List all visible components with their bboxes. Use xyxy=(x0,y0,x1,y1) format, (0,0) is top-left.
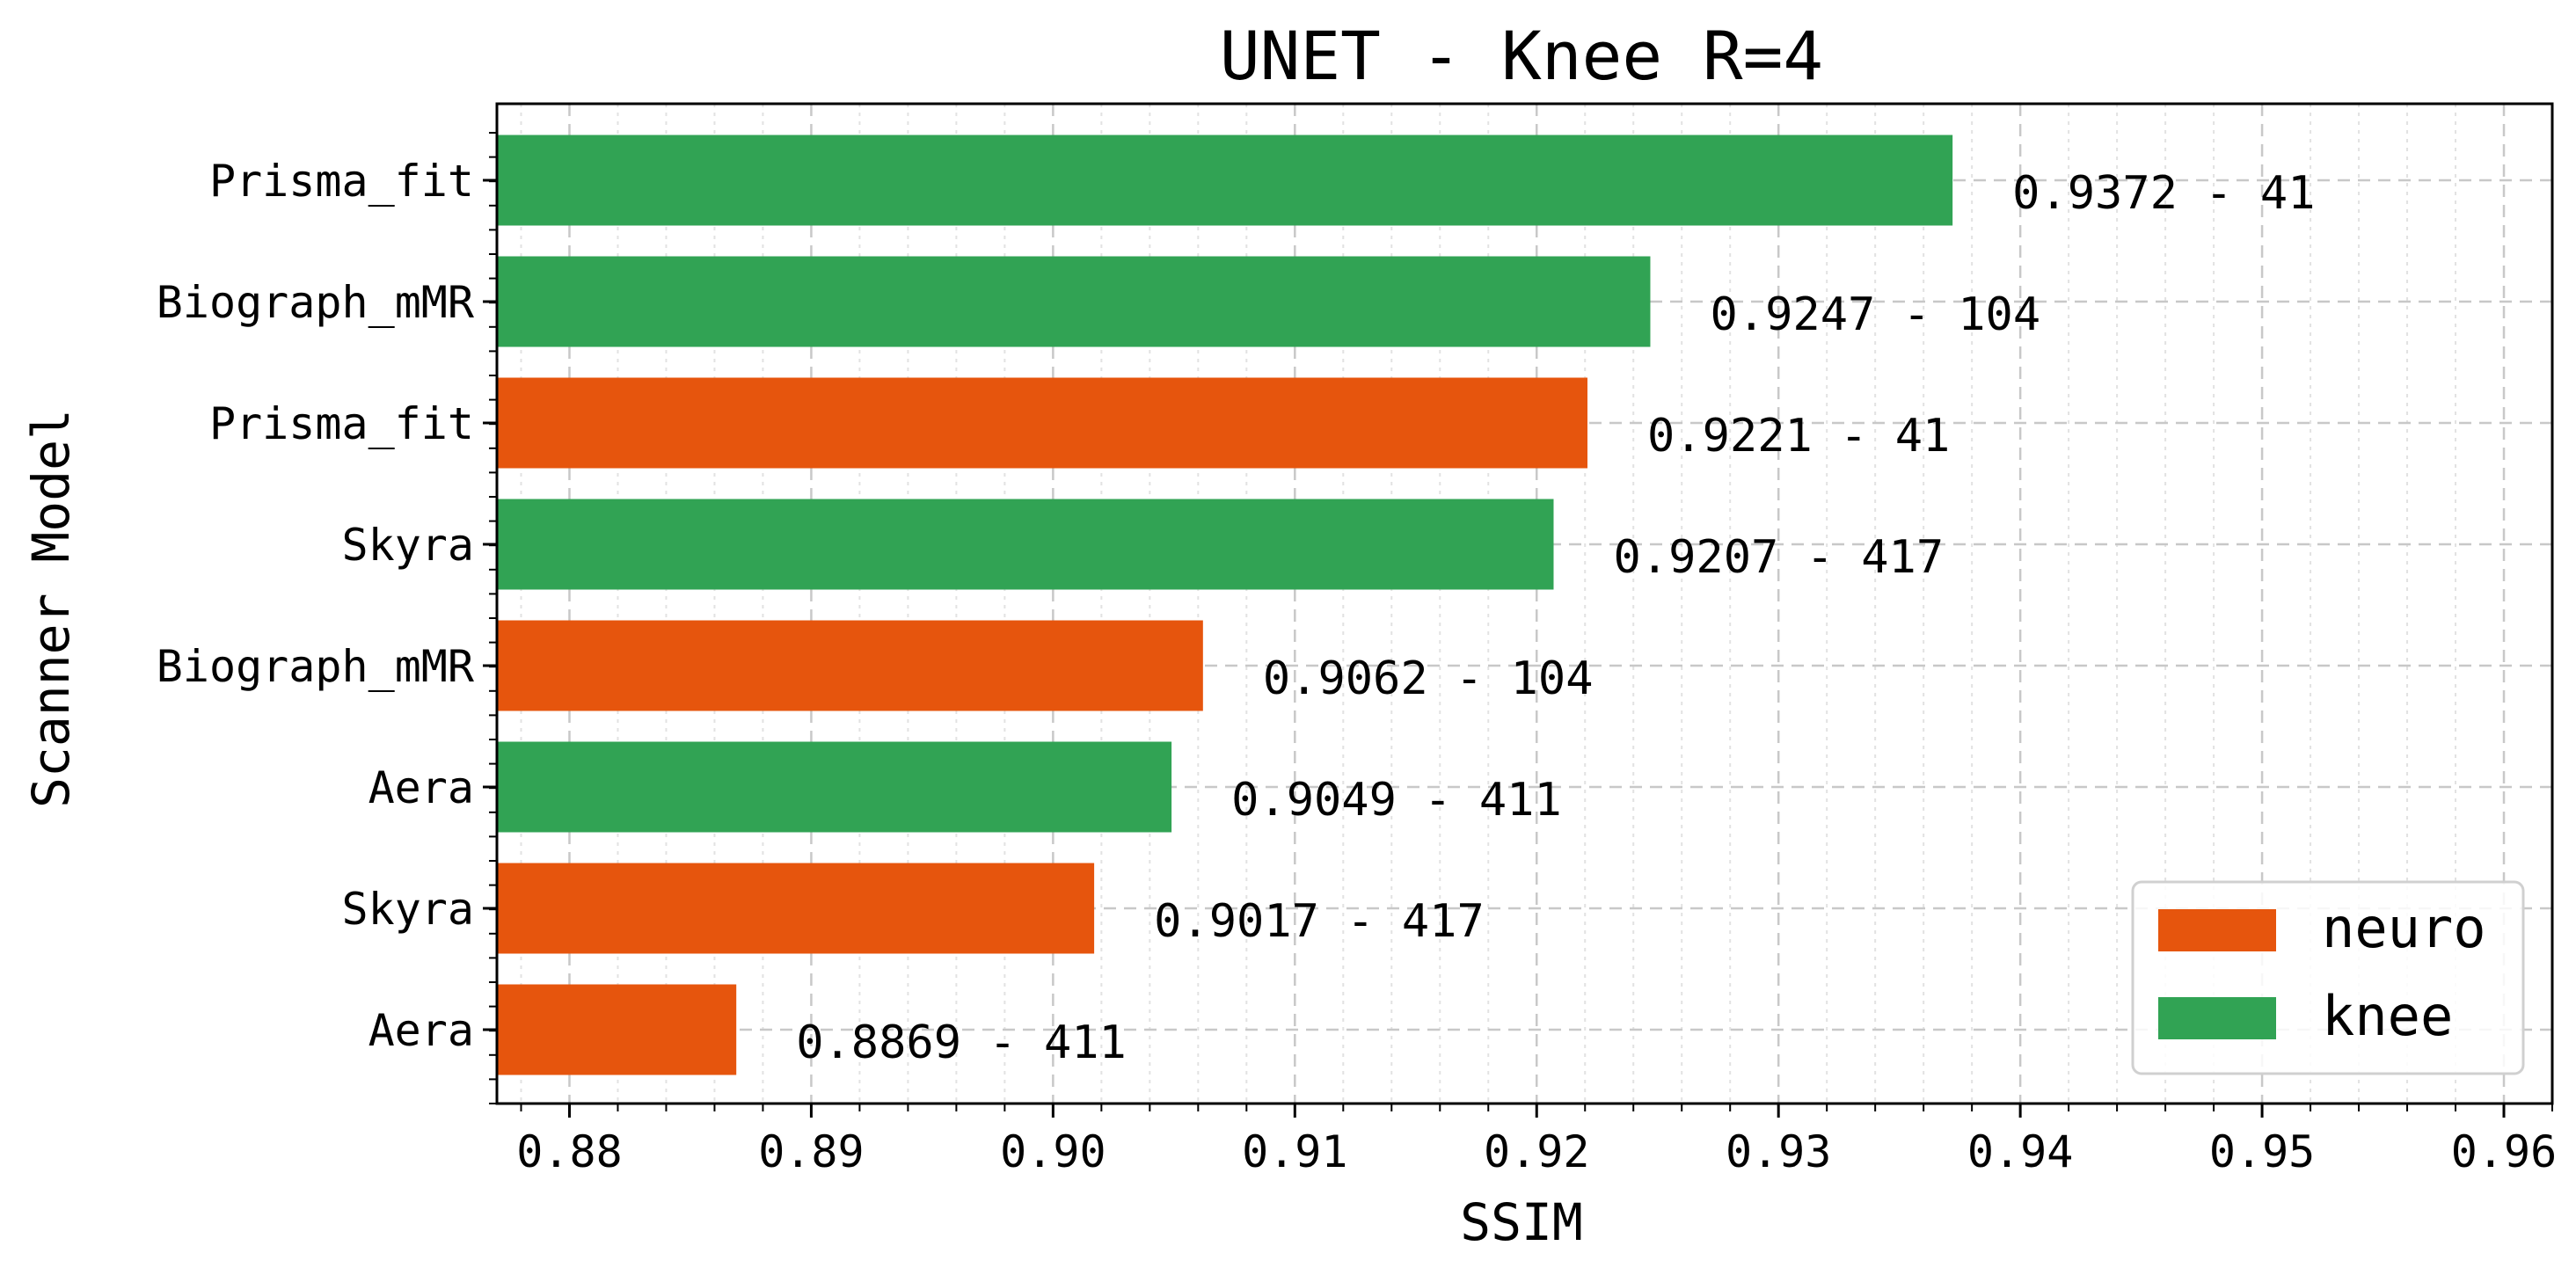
plot-frame xyxy=(495,102,2554,1105)
x-tick-label: 0.93 xyxy=(1726,1126,1831,1177)
x-tick-label: 0.91 xyxy=(1242,1126,1347,1177)
bar-value-label: 0.9207 - 417 xyxy=(1613,531,1944,584)
y-tick-label: Skyra xyxy=(341,884,474,935)
bar-neuro xyxy=(497,863,1095,954)
bar-knee xyxy=(497,135,1953,226)
y-tick-label: Biograph_mMR xyxy=(157,277,475,328)
x-tick-label: 0.92 xyxy=(1484,1126,1589,1177)
bars xyxy=(497,135,1953,1075)
bar-value-label: 0.9221 - 41 xyxy=(1647,410,1950,463)
y-tick-label: Skyra xyxy=(341,520,474,571)
legend-swatch-neuro xyxy=(2158,909,2276,951)
y-tick-label: Prisma_fit xyxy=(209,398,474,449)
bar-value-label: 0.9017 - 417 xyxy=(1154,895,1485,948)
bar-value-label: 0.9062 - 104 xyxy=(1263,652,1594,705)
x-tick-label: 0.88 xyxy=(516,1126,622,1177)
bar-value-label: 0.9049 - 411 xyxy=(1231,774,1562,827)
y-tick-label: Aera xyxy=(369,1005,474,1056)
y-tick-label: Aera xyxy=(369,762,474,813)
bar-value-label: 0.8869 - 411 xyxy=(796,1016,1127,1069)
bar-neuro xyxy=(497,377,1587,469)
legend-label-neuro: neuro xyxy=(2322,896,2486,960)
bar-neuro xyxy=(497,984,737,1075)
x-tick-label: 0.96 xyxy=(2451,1126,2557,1177)
bar-knee xyxy=(497,256,1651,347)
bar-knee xyxy=(497,741,1172,833)
chart-title: UNET - Knee R=4 xyxy=(1220,17,1823,95)
bar-neuro xyxy=(497,620,1203,711)
bar-knee xyxy=(497,499,1554,590)
y-axis-label: Scanner Model xyxy=(21,409,81,808)
x-tick-label: 0.89 xyxy=(758,1126,864,1177)
bar-value-label: 0.9372 - 41 xyxy=(2012,167,2315,220)
y-tick-label: Biograph_mMR xyxy=(157,641,475,692)
x-tick-label: 0.95 xyxy=(2209,1126,2315,1177)
bar-value-label: 0.9247 - 104 xyxy=(1710,288,2040,341)
x-tick-label: 0.94 xyxy=(1967,1126,2073,1177)
legend-swatch-knee xyxy=(2158,997,2276,1039)
x-tick-label: 0.90 xyxy=(1000,1126,1106,1177)
legend-label-knee: knee xyxy=(2322,984,2453,1048)
axis-ticks: 0.88 0.89 0.90 0.91 0.92 0.93 0.94 0.95 0.96 Pris… xyxy=(157,132,2557,1177)
x-axis-label: SSIM xyxy=(1460,1192,1583,1252)
bar-labels: 0.9372 - 41 0.9247 - 104 0.9221 - 41 0.9207… xyxy=(796,167,2315,1069)
legend: neuro knee xyxy=(2131,880,2525,1075)
y-tick-label: Prisma_fit xyxy=(209,156,474,207)
